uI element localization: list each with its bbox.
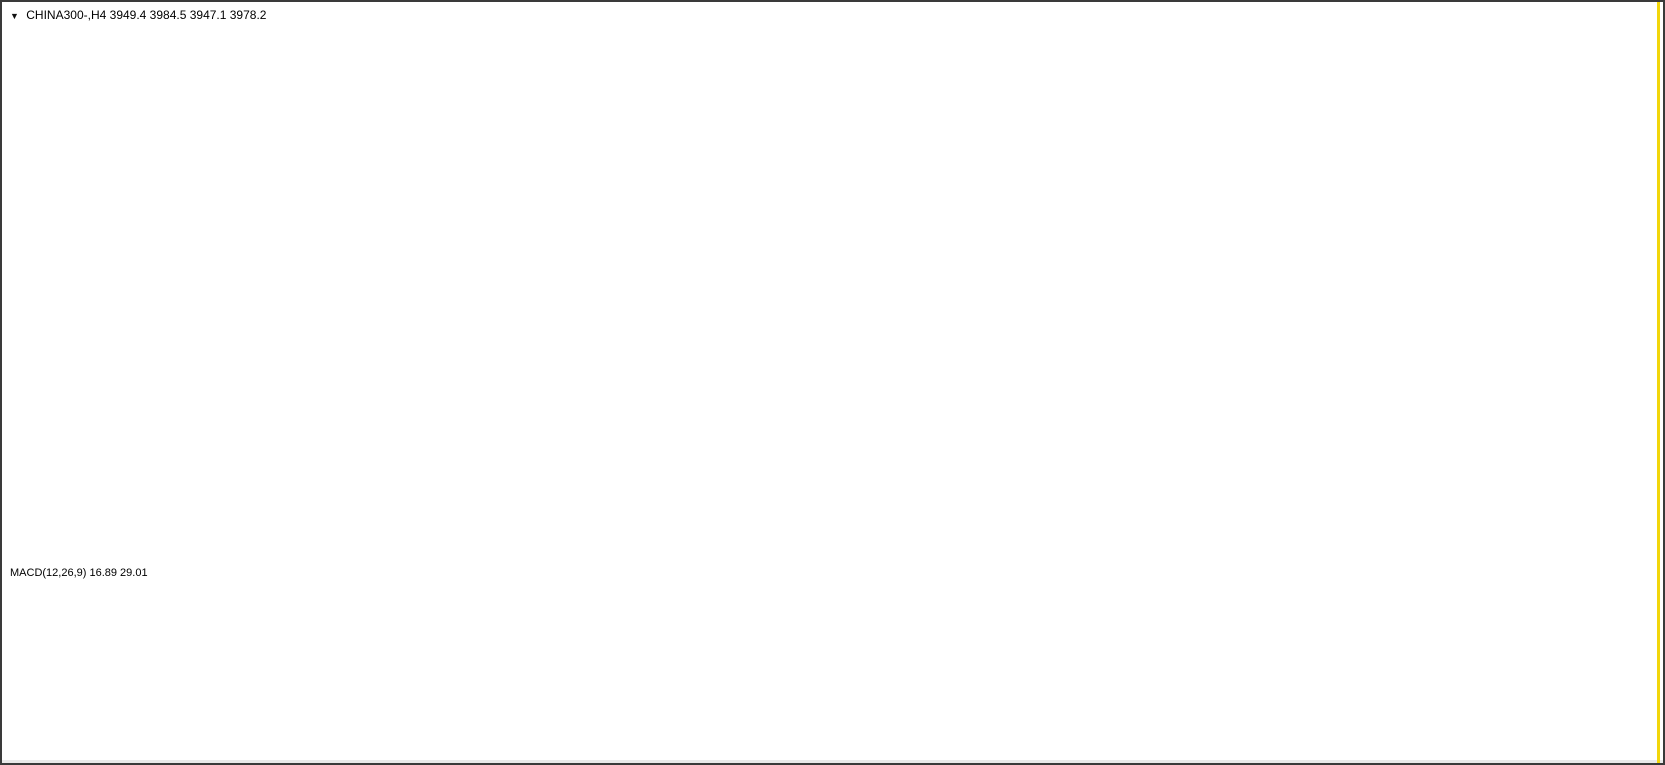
price-level-label-4080[interactable]: 4080.0 [1628, 3, 1663, 15]
current-price-label: 3978.2 [1628, 3, 1663, 15]
chart-title: ▼ CHINA300-,H4 3949.4 3984.5 3947.1 3978… [10, 8, 266, 22]
symbol-period-label: CHINA300-,H4 [26, 8, 107, 22]
ohlc-values-label: 3949.4 3984.5 3947.1 3978.2 [109, 8, 267, 22]
price-level-label-3945[interactable]: 3945.5 [1628, 3, 1663, 15]
window-edge-highlight [1657, 2, 1660, 763]
macd-indicator-label: MACD(12,26,9) 16.89 29.01 [10, 567, 148, 579]
price-level-label-4020[interactable]: 4020.0 [1628, 3, 1663, 15]
symbol-dropdown-icon[interactable]: ▼ [10, 11, 19, 21]
window-bottom-edge [2, 760, 1663, 763]
